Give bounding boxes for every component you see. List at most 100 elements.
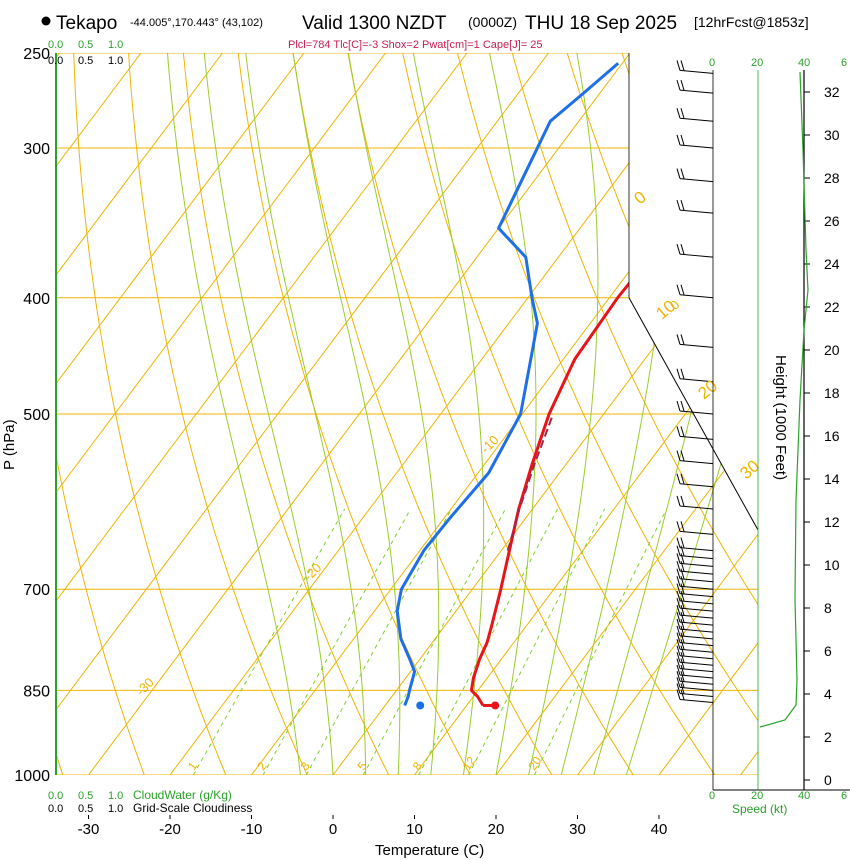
moist-adiabat-line: [412, 53, 485, 775]
height-tick-label: 32: [824, 84, 840, 100]
wind-barb: [676, 652, 714, 666]
x-tick-label: 20: [488, 821, 505, 838]
wind-barb-flag: [680, 368, 685, 379]
mixing-ratio-line: [534, 508, 668, 775]
cloudiness-label: Grid-Scale Cloudiness: [133, 801, 252, 815]
surface-temperature-marker: [491, 701, 500, 710]
x-tick-label: 0: [329, 821, 337, 838]
valid-date: THU 18 Sep 2025: [525, 13, 677, 34]
x-tick-label: -30: [78, 821, 100, 838]
wind-barb: [676, 677, 714, 691]
isotherm-line: [332, 53, 758, 775]
wind-barb-flag: [680, 60, 685, 71]
wind-barb-flag: [680, 590, 685, 602]
wind-barb-flag: [676, 79, 681, 91]
wind-barb-flag: [680, 583, 685, 594]
speed-tick-bot-20: 20: [751, 790, 763, 802]
isotherm-label: -20: [300, 560, 324, 584]
pressure-tick-label: 700: [23, 582, 50, 599]
wind-barb-staff: [679, 483, 714, 488]
moist-adiabat-line: [203, 53, 334, 775]
mixing-ratio-line: [362, 508, 506, 775]
wind-barb-staff: [679, 698, 714, 703]
pressure-tick-label: 1000: [14, 768, 50, 785]
wind-barb-staff: [679, 178, 714, 183]
wind-barb: [676, 79, 714, 94]
wind-barb-flag: [680, 108, 685, 119]
cloudiness-tick-0: 0.0: [48, 803, 63, 815]
dry-adiabat-line: [237, 53, 471, 775]
speed-tick-bot-0: 0: [709, 790, 715, 802]
isotherm-line: [577, 53, 758, 775]
x-tick-label: 30: [569, 821, 586, 838]
surface-dewpoint-marker: [416, 701, 425, 710]
wind-barb-flag: [676, 625, 681, 637]
wind-barb-flag: [676, 284, 681, 295]
height-tick-label: 16: [824, 428, 840, 444]
wind-barb-flag: [676, 368, 681, 379]
wind-barb: [676, 108, 714, 122]
wind-barb: [676, 553, 714, 567]
wind-barb-flag: [680, 625, 685, 637]
speed-tick-top-40: 40: [798, 57, 810, 69]
wind-barb: [676, 473, 714, 488]
mixing-ratio-line: [262, 508, 412, 775]
dry-adiabat-line: [56, 53, 145, 775]
wind-barb-flag: [680, 612, 685, 623]
wind-barb-flag: [676, 334, 681, 345]
wind-barb-staff: [679, 378, 714, 383]
wind-barb-staff: [679, 661, 714, 666]
wind-barb-staff: [679, 668, 714, 673]
wind-barb-staff: [679, 635, 714, 640]
dry-adiabat-line: [676, 53, 758, 775]
dry-adiabat-line: [457, 53, 758, 775]
x-tick-label: -10: [241, 821, 263, 838]
wind-barb-flag: [680, 645, 685, 656]
wind-barb: [676, 426, 714, 440]
wind-barb-staff: [679, 593, 714, 598]
dry-adiabat-line: [402, 53, 716, 775]
mixing-ratio-label: 12: [460, 754, 479, 773]
dry-adiabat-line: [128, 53, 308, 775]
wind-barb-staff: [679, 680, 714, 685]
wind-barb-flag: [676, 168, 681, 179]
wind-barb-flag: [676, 639, 681, 650]
wind-barb-flag: [676, 60, 681, 71]
wind-barb: [676, 60, 714, 74]
wind-barb-flag: [676, 553, 681, 564]
height-tick-label: 4: [824, 686, 832, 702]
wind-barb: [676, 368, 714, 383]
x-tick-label: -20: [159, 821, 181, 838]
wind-barb: [676, 583, 714, 598]
dry-adiabat-line: [787, 53, 850, 775]
wind-barb-staff: [679, 69, 714, 74]
wind-barb-flag: [680, 521, 685, 532]
wind-barb-flag: [676, 652, 681, 663]
zulu-time: (0000Z): [468, 14, 517, 30]
wind-barb-flag: [680, 284, 685, 295]
height-tick-label: 26: [824, 213, 840, 229]
wind-barb-staff: [679, 674, 714, 679]
wind-barb: [676, 450, 714, 465]
moist-adiabat-line: [167, 53, 301, 775]
wind-barb-staff: [679, 686, 714, 691]
isotherm-line: [169, 53, 712, 775]
wind-barb-flag: [676, 689, 681, 700]
station-marker: [41, 16, 51, 26]
wind-barb-flag: [676, 671, 681, 682]
isotherm-line: [740, 53, 758, 775]
top-cloud-water-tick-0: 0.0: [48, 39, 63, 51]
wind-barb: [676, 284, 714, 299]
pressure-tick-label: 400: [23, 291, 50, 308]
forecast-info: [12hrFcst@1853z]: [694, 14, 809, 30]
wind-barb-flag: [676, 590, 681, 602]
wind-barb-flag: [680, 652, 685, 663]
wind-barb: [676, 671, 714, 685]
cloud-water-tick-1: 0.5: [78, 790, 93, 802]
isotherm-line: [56, 53, 386, 775]
wind-barb-staff: [679, 570, 714, 575]
wind-barb: [676, 334, 714, 348]
dry-adiabat-line: [731, 53, 758, 775]
wind-barb-flag: [676, 568, 681, 579]
